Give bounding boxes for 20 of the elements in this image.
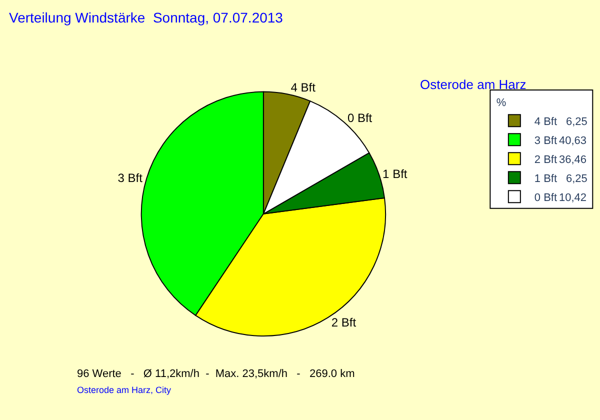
legend-label: 4 Bft xyxy=(534,116,558,128)
slice-label: 4 Bft xyxy=(290,80,316,94)
data-label: 10,42 xyxy=(559,192,587,204)
chart-title: Verteilung Windstärke Sonntag, 07.07.2013 xyxy=(9,9,284,26)
legend-label: 0 Bft xyxy=(534,192,558,204)
text: 96 Werte - Ø 11,2km/h - Max. 23,5km/h - 269.0 km xyxy=(77,368,355,380)
data-label: 40,63 xyxy=(559,135,587,147)
data-label: 6,25 xyxy=(566,116,588,128)
slice-label: 3 Bft xyxy=(118,170,144,185)
chart-subtitle: Osterode am Harz xyxy=(420,77,526,92)
legend-title: % xyxy=(496,97,506,110)
legend-label: 3 Bft xyxy=(534,134,558,147)
slice-label: 1 Bft xyxy=(382,166,408,181)
data-label: 36,46 xyxy=(559,154,587,166)
legend-label: 1 Bft xyxy=(534,172,558,185)
data-label: 6,25 xyxy=(566,173,588,185)
slice-label: 2 Bft xyxy=(331,316,357,330)
text: Osterode am Harz, City xyxy=(77,385,172,395)
legend-label: 2 Bft xyxy=(534,154,558,166)
slice-label: 0 Bft xyxy=(347,111,373,126)
